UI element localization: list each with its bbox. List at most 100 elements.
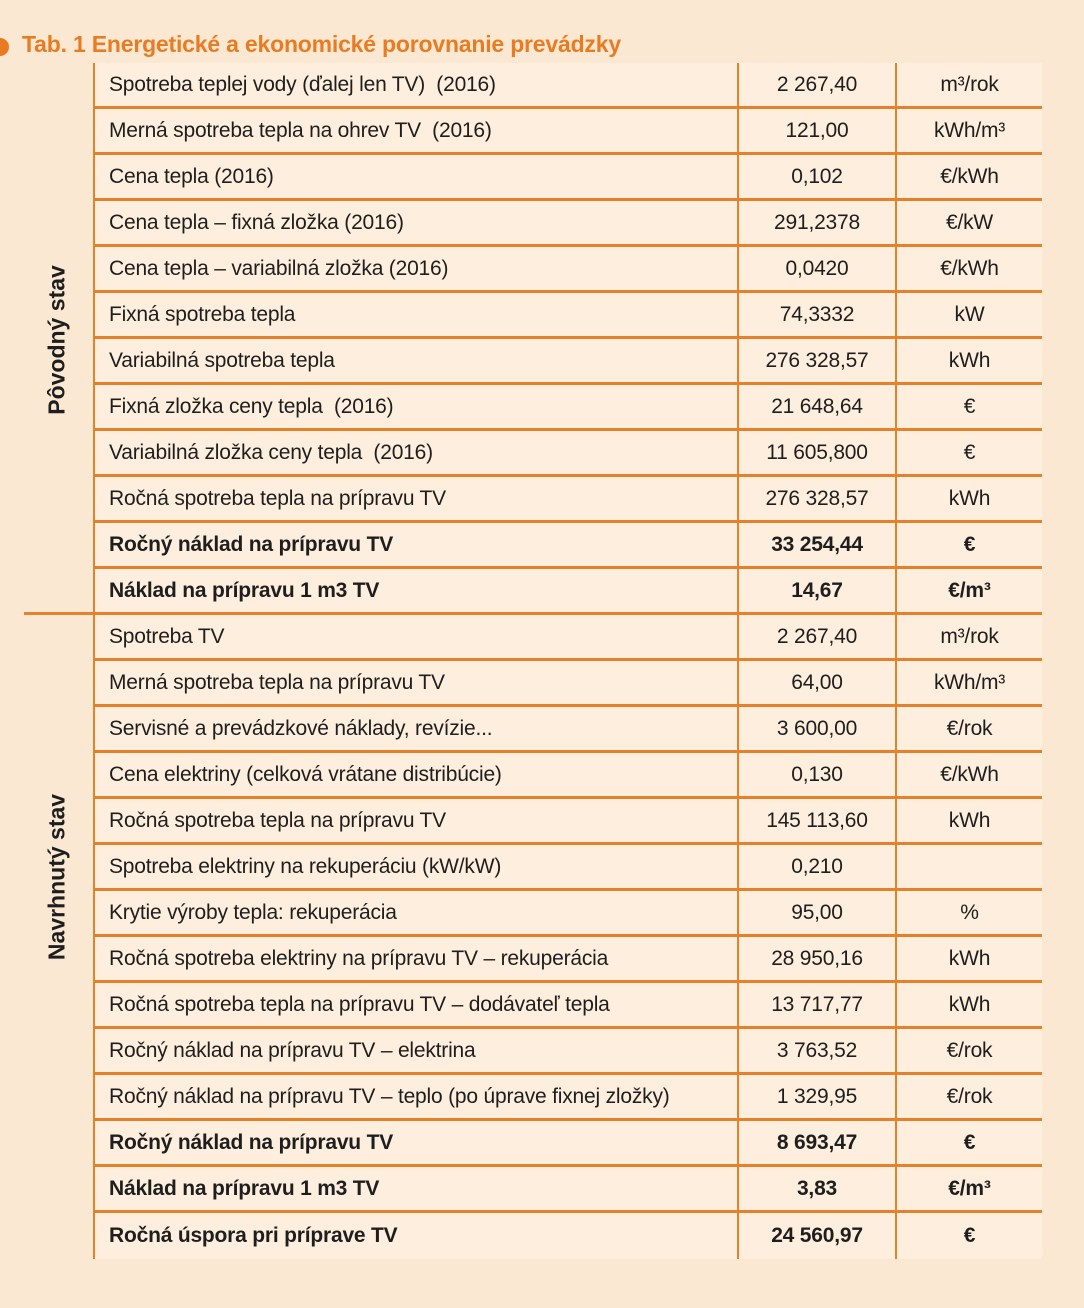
- row-unit: %: [960, 900, 979, 924]
- row-label: Merná spotreba tepla na ohrev TV (2016): [109, 118, 492, 142]
- row-label: Krytie výroby tepla: rekuperácia: [109, 900, 397, 924]
- row-value: 3,83: [737, 1167, 897, 1210]
- row-unit: €: [963, 1130, 976, 1154]
- row-unit: m³/rok: [940, 72, 999, 96]
- section-divider-line: [24, 612, 94, 615]
- table-title: Tab. 1 Energetické a ekonomické porovnan…: [22, 31, 621, 57]
- table-row: Fixná zložka ceny tepla (2016) 21 648,64 €: [95, 385, 1042, 431]
- table-row: Cena tepla – variabilná zložka (2016) 0,0…: [95, 247, 1042, 293]
- row-label: Cena tepla (2016): [109, 164, 274, 188]
- row-value: 28 950,16: [737, 937, 897, 980]
- row-value: 14,67: [737, 569, 897, 612]
- row-label: Variabilná zložka ceny tepla (2016): [109, 440, 433, 464]
- row-unit: €/kW: [945, 210, 994, 234]
- row-unit: €/rok: [946, 1038, 993, 1062]
- row-value: 2 267,40: [737, 615, 897, 658]
- row-label: Spotreba teplej vody (ďalej len TV) (201…: [109, 72, 496, 96]
- row-label: Ročná spotreba elektriny na prípravu TV …: [109, 946, 609, 970]
- table-row: Cena tepla – fixná zložka (2016) 291,2378…: [95, 201, 1042, 247]
- table-row: Náklad na prípravu 1 m3 TV 3,83 €/m³: [95, 1167, 1042, 1213]
- row-value: 0,210: [737, 845, 897, 888]
- table-row: Krytie výroby tepla: rekuperácia 95,00%: [95, 891, 1042, 937]
- row-label: Ročný náklad na prípravu TV – elektrina: [109, 1038, 476, 1062]
- row-value: 8 693,47: [737, 1121, 897, 1164]
- table-row: Ročný náklad na prípravu TV 8 693,47 €: [95, 1121, 1042, 1167]
- table-row: Variabilná zložka ceny tepla (2016) 11 60…: [95, 431, 1042, 477]
- row-unit: kWh/m³: [933, 118, 1006, 142]
- row-value: 1 329,95: [737, 1075, 897, 1118]
- row-unit: €: [963, 532, 976, 556]
- table-row: Spotreba teplej vody (ďalej len TV) (201…: [95, 63, 1042, 109]
- row-value: 3 600,00: [737, 707, 897, 750]
- row-value: 291,2378: [737, 201, 897, 244]
- row-value: 0,0420: [737, 247, 897, 290]
- row-unit: €: [963, 394, 976, 418]
- row-label: Fixná spotreba tepla: [109, 302, 296, 326]
- row-label: Náklad na prípravu 1 m3 TV: [109, 578, 380, 602]
- table-row: Ročná úspora pri príprave TV 24 560,97 €: [95, 1213, 1042, 1259]
- table-row: Ročný náklad na prípravu TV 33 254,44 €: [95, 523, 1042, 569]
- row-unit: kWh: [948, 946, 991, 970]
- row-value: 13 717,77: [737, 983, 897, 1026]
- table-row: Spotreba elektriny na rekuperáciu (kW/kW…: [95, 845, 1042, 891]
- row-label: Cena elektriny (celková vrátane distribú…: [109, 762, 502, 786]
- table-row: Variabilná spotreba tepla 276 328,57 kWh: [95, 339, 1042, 385]
- row-value: 2 267,40: [737, 63, 897, 106]
- row-label: Variabilná spotreba tepla: [109, 348, 335, 372]
- row-unit: €: [963, 1224, 976, 1247]
- row-label: Spotreba TV: [109, 624, 225, 648]
- row-unit: €/rok: [946, 1084, 993, 1108]
- bullet-decoration: [0, 38, 9, 56]
- comparison-table: Spotreba teplej vody (ďalej len TV) (201…: [93, 63, 1042, 1259]
- row-unit: €/kWh: [940, 164, 999, 188]
- table-row: Cena tepla (2016) 0,102 €/kWh: [95, 155, 1042, 201]
- row-value: 11 605,800: [737, 431, 897, 474]
- row-label: Ročná spotreba tepla na prípravu TV: [109, 808, 446, 832]
- row-label: Merná spotreba tepla na prípravu TV: [109, 670, 445, 694]
- table-row: Cena elektriny (celková vrátane distribú…: [95, 753, 1042, 799]
- row-unit: kWh: [948, 992, 991, 1016]
- row-value: 0,130: [737, 753, 897, 796]
- row-value: 276 328,57: [737, 477, 897, 520]
- row-value: 74,3332: [737, 293, 897, 336]
- row-value: 21 648,64: [737, 385, 897, 428]
- row-value: 3 763,52: [737, 1029, 897, 1072]
- row-label: Ročná spotreba tepla na prípravu TV: [109, 486, 446, 510]
- row-value: 121,00: [737, 109, 897, 152]
- table-row: Ročná spotreba elektriny na prípravu TV …: [95, 937, 1042, 983]
- table-row: Ročná spotreba tepla na prípravu TV 145 1…: [95, 799, 1042, 845]
- row-unit: [897, 845, 1042, 888]
- row-unit: €/rok: [946, 716, 993, 740]
- row-value: 24 560,97: [737, 1213, 897, 1259]
- row-unit: m³/rok: [940, 624, 999, 648]
- row-unit: kW: [954, 302, 985, 326]
- row-label: Fixná zložka ceny tepla (2016): [109, 394, 394, 418]
- row-label: Servisné a prevádzkové náklady, revízie.…: [109, 716, 493, 740]
- row-unit: kWh: [948, 808, 991, 832]
- table-row: Fixná spotreba tepla 74,3332 kW: [95, 293, 1042, 339]
- table-row: Ročná spotreba tepla na prípravu TV – do…: [95, 983, 1042, 1029]
- row-label: Ročná spotreba tepla na prípravu TV – do…: [109, 992, 610, 1016]
- row-unit: €/m³: [948, 1176, 991, 1200]
- row-label: Ročný náklad na prípravu TV – teplo (po …: [109, 1084, 670, 1108]
- row-label: Cena tepla – variabilná zložka (2016): [109, 256, 449, 280]
- table-row: Ročná spotreba tepla na prípravu TV 276 3…: [95, 477, 1042, 523]
- row-label: Ročná úspora pri príprave TV: [109, 1224, 398, 1247]
- table-row: Ročný náklad na prípravu TV – elektrina 3…: [95, 1029, 1042, 1075]
- row-unit: kWh: [948, 348, 991, 372]
- row-label: Ročný náklad na prípravu TV: [109, 1130, 394, 1154]
- table-row: Merná spotreba tepla na ohrev TV (2016) 1…: [95, 109, 1042, 155]
- row-value: 33 254,44: [737, 523, 897, 566]
- row-label: Ročný náklad na prípravu TV: [109, 532, 394, 556]
- table-row: Náklad na prípravu 1 m3 TV 14,67 €/m³: [95, 569, 1042, 615]
- row-label: Náklad na prípravu 1 m3 TV: [109, 1176, 380, 1200]
- table-row: Ročný náklad na prípravu TV – teplo (po …: [95, 1075, 1042, 1121]
- row-value: 145 113,60: [737, 799, 897, 842]
- row-value: 0,102: [737, 155, 897, 198]
- row-label: Spotreba elektriny na rekuperáciu (kW/kW…: [109, 854, 502, 878]
- table-row: Servisné a prevádzkové náklady, revízie.…: [95, 707, 1042, 753]
- row-unit: €/m³: [948, 578, 991, 602]
- row-label: Cena tepla – fixná zložka (2016): [109, 210, 404, 234]
- row-unit: €/kWh: [940, 256, 999, 280]
- row-unit: kWh: [948, 486, 991, 510]
